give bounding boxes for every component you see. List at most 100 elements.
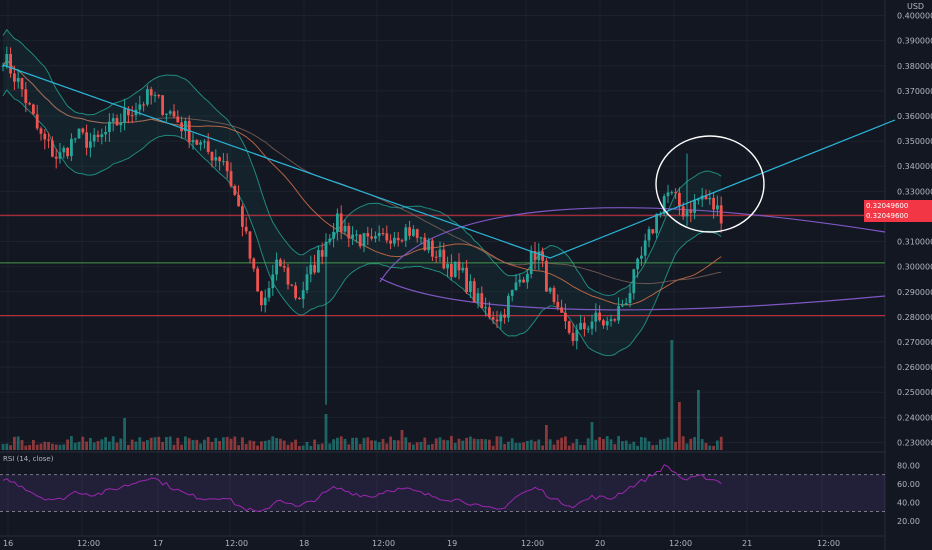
candle-body: [138, 104, 142, 110]
volume-bar: [609, 439, 613, 450]
candle-body: [313, 264, 316, 273]
last-price-badge-bg: [864, 200, 932, 222]
volume-bar: [586, 438, 590, 450]
candle-body: [104, 132, 107, 135]
candle-body: [423, 237, 427, 251]
volume-bar: [203, 439, 206, 450]
price-tick-label: 0.26000000: [897, 363, 932, 372]
candle-body: [203, 141, 206, 143]
volume-bar: [62, 444, 66, 450]
drawings[interactable]: [2, 64, 896, 259]
price-tick-label: 0.23000000: [897, 438, 932, 447]
candle-body: [594, 312, 598, 322]
volume-bar: [545, 425, 548, 450]
candle-body: [24, 89, 28, 104]
volume-bar: [651, 445, 655, 450]
price-tick-label: 0.29000000: [897, 288, 932, 297]
candle-body: [92, 134, 96, 142]
volume-bar: [377, 442, 381, 450]
volume-bar: [13, 436, 16, 450]
candle-body: [412, 229, 415, 236]
rsi-band: [0, 474, 885, 512]
candles: [1, 46, 723, 405]
time-tick-label: 18: [299, 539, 309, 548]
volume-bar: [43, 441, 47, 450]
candle-body: [62, 147, 66, 153]
candle-body: [153, 95, 157, 97]
candle-body: [453, 261, 457, 277]
volume-bar: [100, 439, 104, 450]
volume-bar: [647, 441, 651, 450]
candle-body: [377, 233, 381, 237]
volume-bar: [24, 445, 28, 450]
volume-bar: [503, 444, 506, 450]
price-axis[interactable]: 0.40000000 0.39000000 0.38000000 0.37000000…: [897, 12, 932, 526]
bollinger-fill: [3, 29, 722, 356]
volume-bar: [514, 442, 518, 450]
rsi-tick-label: 80.00: [897, 461, 920, 470]
candle-body: [442, 249, 446, 269]
volume-bar: [66, 439, 69, 450]
candle-body: [689, 210, 693, 213]
candle-body: [670, 192, 674, 194]
volume-bar: [666, 437, 670, 450]
volume-bar: [472, 438, 476, 450]
candle-body: [252, 258, 256, 269]
volume-bar: [92, 442, 96, 450]
price-tick-label: 0.40000000: [897, 12, 932, 21]
candle-body: [370, 236, 373, 239]
last-price-badge: 0.32049600 0.32049600: [864, 200, 932, 222]
candle-body: [564, 312, 567, 322]
volume-bar: [149, 437, 153, 450]
volume-bar: [621, 441, 624, 450]
volume-bar: [233, 436, 237, 450]
candle-body: [651, 229, 655, 234]
candle-body: [548, 288, 552, 292]
candle-body: [301, 290, 305, 300]
volume-bar: [442, 439, 446, 450]
volume-bar: [499, 436, 503, 450]
bollinger-lower: [2, 89, 722, 357]
candle-body: [317, 250, 320, 273]
volume-bar: [362, 437, 366, 450]
volume-bar: [571, 443, 575, 450]
volume-bar: [712, 445, 715, 450]
candle-body: [9, 53, 12, 74]
candle-body: [180, 122, 183, 132]
candle-body: [480, 293, 484, 309]
candle-body: [529, 251, 533, 275]
volume-bar: [556, 439, 560, 450]
candle-body: [81, 128, 85, 133]
rsi-tick-label: 20.00: [897, 517, 920, 526]
candle-body: [438, 249, 442, 258]
price-tick-label: 0.27000000: [897, 338, 932, 347]
time-axis[interactable]: 16 12:00 17 12:00 18 12:00 19 12:00 20 12:00 21 12:…: [3, 539, 840, 548]
price-tick-label: 0.30000000: [897, 263, 932, 272]
ma-curve-purple-lower: [379, 277, 886, 311]
volume-bar: [575, 438, 579, 450]
candle-body: [89, 141, 92, 148]
candle-body: [271, 274, 275, 289]
candle-body: [66, 147, 69, 157]
volume-bar: [130, 439, 134, 450]
ma-line-orange: [2, 59, 722, 306]
volume-bar: [461, 440, 465, 450]
volume-bar: [324, 414, 328, 450]
price-tick-label: 0.34000000: [897, 162, 932, 171]
volume-bar: [495, 436, 499, 450]
candle-body: [396, 237, 400, 241]
volume-bar: [309, 445, 313, 450]
candle-body: [632, 269, 636, 294]
volume-bar: [206, 436, 210, 450]
volume-bar: [491, 445, 495, 450]
candle-body: [282, 266, 286, 268]
volume-bar: [370, 440, 373, 450]
candle-body: [393, 237, 396, 244]
volume-bar: [70, 436, 73, 450]
candle-body: [229, 171, 233, 186]
candle-body: [537, 251, 541, 261]
volume-bar: [412, 444, 415, 450]
volume-bar: [366, 437, 370, 450]
candle-body: [39, 128, 43, 134]
